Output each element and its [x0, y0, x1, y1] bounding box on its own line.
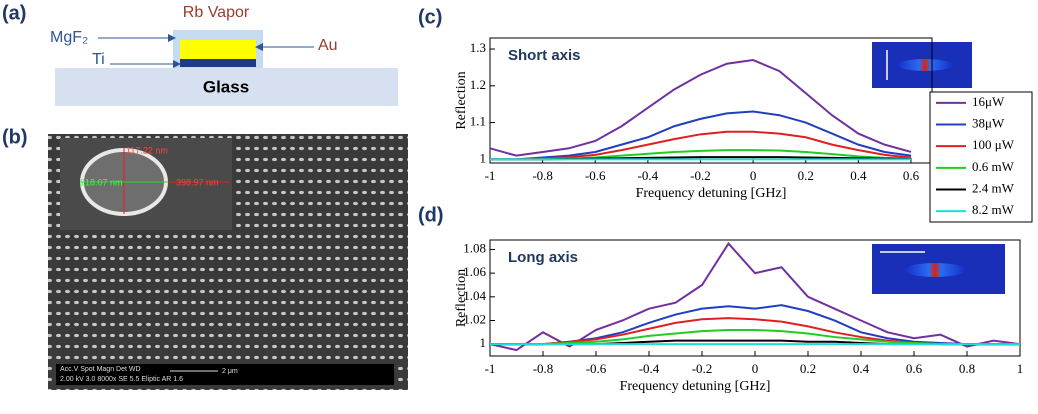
- y-axis-label: Reflection: [454, 269, 469, 327]
- panel-label: (d): [418, 204, 444, 226]
- glass: [55, 68, 398, 106]
- mgf2-label: MgF₂: [50, 29, 88, 46]
- legend-label: 2.4 mW: [972, 180, 1015, 195]
- field-inset: [905, 263, 965, 277]
- panel-label: (a): [2, 2, 26, 24]
- x-tick-label: 0.6: [903, 168, 920, 183]
- x-tick-label: 0.2: [800, 361, 816, 376]
- x-tick-label: 0: [752, 361, 759, 376]
- x-tick-label: -0.6: [585, 168, 606, 183]
- x-tick-label: -0.2: [690, 168, 711, 183]
- x-tick-label: 0.4: [850, 168, 867, 183]
- legend-label: 8.2 mW: [972, 202, 1015, 217]
- ti-label: Ti: [92, 51, 105, 68]
- panel-label: (b): [2, 126, 28, 148]
- measure-label: 218.07 nm: [80, 177, 123, 187]
- legend-box: [929, 91, 1033, 223]
- vapor-label: Rb Vapor: [183, 4, 250, 21]
- sem-info: 2.00 kV 3.0 8000x SE 5.5 Eliptic AR 1.6: [60, 376, 183, 383]
- glass-label: Glass: [203, 77, 249, 96]
- y-tick-label: 1.08: [463, 240, 486, 255]
- x-tick-label: -0.4: [638, 168, 659, 183]
- y-tick-label: 1.2: [470, 77, 486, 92]
- legend-label: 38μW: [972, 115, 1005, 130]
- x-tick-label: 0.4: [853, 361, 870, 376]
- gold-layer: [180, 40, 256, 59]
- x-tick-label: 0.8: [959, 361, 975, 376]
- data-line: [490, 304, 1020, 346]
- sem-image: 117.22 nm 218.07 nm 398.97 nm Acc.V Spot…: [48, 134, 408, 390]
- x-tick-label: -0.6: [586, 361, 607, 376]
- annotation: Long axis: [508, 249, 578, 266]
- y-axis-label: Reflection: [454, 71, 469, 129]
- panel-label: (c): [418, 6, 442, 28]
- scale-label: 2 μm: [222, 368, 238, 375]
- annotation: Short axis: [508, 47, 581, 64]
- x-tick-label: -0.2: [692, 361, 713, 376]
- x-tick-label: 1: [1017, 361, 1024, 376]
- x-tick-label: -0.8: [533, 361, 554, 376]
- x-axis-label: Frequency detuning [GHz]: [620, 379, 771, 394]
- x-tick-label: 0.6: [906, 361, 923, 376]
- legend-label: 100 μW: [972, 137, 1015, 152]
- y-tick-label: 1.3: [470, 40, 486, 55]
- x-axis-label: Frequency detuning [GHz]: [636, 186, 787, 201]
- y-tick-label: 1: [480, 150, 487, 165]
- legend-label: 0.6 mW: [972, 159, 1015, 174]
- x-tick-label: 0: [750, 168, 757, 183]
- data-line: [490, 110, 912, 161]
- data-line: [489, 59, 912, 157]
- measure-label: 398.97 nm: [176, 177, 219, 187]
- schematic: Glass Rb Vapor MgF₂ Ti Au: [50, 4, 398, 106]
- y-tick-label: 1.1: [470, 114, 486, 129]
- sem-info: Acc.V Spot Magn Det WD: [60, 366, 141, 373]
- legend-label: 16μW: [972, 94, 1005, 109]
- y-tick-label: 1.04: [463, 288, 486, 303]
- x-tick-label: -1: [485, 168, 496, 183]
- x-tick-label: -0.4: [639, 361, 660, 376]
- x-tick-label: -0.8: [532, 168, 553, 183]
- y-tick-label: 1.06: [463, 264, 486, 279]
- measure-label: 117.22 nm: [126, 145, 168, 155]
- x-tick-label: -1: [485, 361, 496, 376]
- field-inset: [897, 59, 953, 71]
- data-line: [490, 130, 912, 161]
- y-tick-label: 1: [480, 335, 487, 350]
- sem-footer: [56, 364, 394, 385]
- x-tick-label: 0.2: [798, 168, 814, 183]
- au-label: Au: [318, 37, 338, 54]
- ti-layer: [180, 59, 256, 67]
- y-tick-label: 1.02: [463, 311, 486, 326]
